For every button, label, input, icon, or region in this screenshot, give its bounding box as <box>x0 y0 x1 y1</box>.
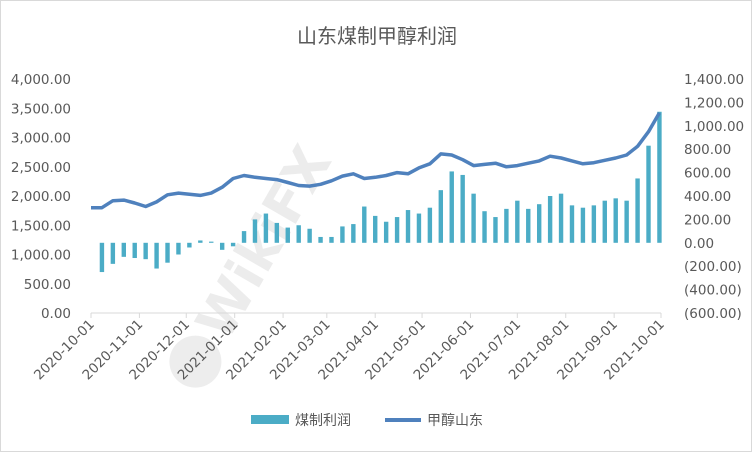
bar-mark <box>165 242 170 263</box>
bar-mark <box>230 242 236 247</box>
bar-mark <box>460 174 465 243</box>
bar-series-group <box>99 111 662 273</box>
right-tick-label: (600.00) <box>684 306 742 322</box>
bar-mark <box>515 200 520 243</box>
right-tick-label: 600.00 <box>684 166 731 182</box>
bar-mark <box>657 111 662 243</box>
right-tick-label: 1,200.00 <box>684 95 744 111</box>
bar-mark <box>143 242 148 260</box>
bar-mark <box>329 236 334 243</box>
bar-mark <box>121 242 126 257</box>
bar-mark <box>471 193 476 243</box>
bar-mark <box>219 242 225 250</box>
bar-mark <box>482 211 487 243</box>
legend-label-bar: 煤制利润 <box>295 413 351 429</box>
legend-label-line: 甲醇山东 <box>427 412 483 429</box>
line-series-group <box>91 112 661 210</box>
left-tick-label: 1,500.00 <box>11 218 71 234</box>
right-tick-label: 400.00 <box>684 189 731 205</box>
right-axis: (600.00) (400.00) (200.00) 0.00 200.00 400.00… <box>684 72 744 322</box>
left-tick-label: 1,000.00 <box>11 248 71 264</box>
bar-mark <box>427 207 433 243</box>
bar-mark <box>438 190 444 243</box>
left-tick-label: 2,000.00 <box>11 189 71 205</box>
bar-mark <box>635 178 640 243</box>
bar-mark <box>394 217 400 243</box>
bar-mark <box>318 236 323 243</box>
bar-mark <box>526 208 531 243</box>
bar-mark <box>405 210 411 243</box>
bar-mark <box>558 193 564 243</box>
bar-mark <box>176 242 181 255</box>
bar-mark <box>613 198 618 243</box>
x-axis: 2020-10-012020-11-012020-12-012021-01-01… <box>31 312 668 383</box>
bar-mark <box>99 242 105 273</box>
right-tick-label: 800.00 <box>684 142 731 158</box>
left-tick-label: 2,500.00 <box>11 160 71 176</box>
bar-mark <box>285 227 290 243</box>
right-tick-label: 1,000.00 <box>684 119 744 135</box>
left-tick-label: 4,000.00 <box>11 72 71 88</box>
bar-mark <box>624 200 629 243</box>
bar-mark <box>580 207 586 243</box>
bar-mark <box>296 225 301 243</box>
right-tick-label: 0.00 <box>684 236 714 252</box>
right-tick-label: 1,400.00 <box>684 72 744 88</box>
bar-mark <box>263 213 269 243</box>
bar-mark <box>351 224 356 243</box>
bar-mark <box>132 242 137 259</box>
left-axis: 0.00 500.00 1,000.00 1,500.00 2,000.00 2,500.… <box>11 72 71 322</box>
bar-mark <box>110 242 116 264</box>
bar-mark <box>274 222 280 243</box>
bar-mark <box>547 196 553 243</box>
line-series <box>91 112 661 210</box>
right-tick-label: (400.00) <box>684 283 742 299</box>
bar-mark <box>493 217 498 243</box>
bar-mark <box>602 200 607 243</box>
legend-swatch-bar <box>251 415 289 424</box>
bar-mark <box>362 206 367 243</box>
bar-mark <box>416 213 422 243</box>
bar-mark <box>209 241 214 243</box>
bar-mark <box>569 205 575 243</box>
bar-mark <box>198 240 203 243</box>
legend: 煤制利润 甲醇山东 <box>251 412 483 429</box>
right-tick-label: (200.00) <box>684 259 742 275</box>
bar-mark <box>241 231 247 243</box>
bar-mark <box>187 242 192 248</box>
bar-mark <box>307 228 312 243</box>
bar-mark <box>252 219 258 243</box>
left-tick-label: 3,500.00 <box>11 101 71 117</box>
chart-title: 山东煤制甲醇利润 <box>297 24 457 48</box>
bar-mark <box>154 242 159 269</box>
bar-mark <box>383 221 389 243</box>
left-tick-label: 500.00 <box>24 277 71 293</box>
bar-mark <box>536 204 542 243</box>
bar-mark <box>373 215 378 243</box>
left-tick-label: 3,000.00 <box>11 131 71 147</box>
bar-mark <box>340 226 345 243</box>
bar-mark <box>449 171 454 243</box>
right-tick-label: 200.00 <box>684 212 731 228</box>
bar-mark <box>591 205 597 243</box>
bar-mark <box>646 145 651 243</box>
bar-mark <box>504 208 509 243</box>
left-tick-label: 0.00 <box>41 306 71 322</box>
